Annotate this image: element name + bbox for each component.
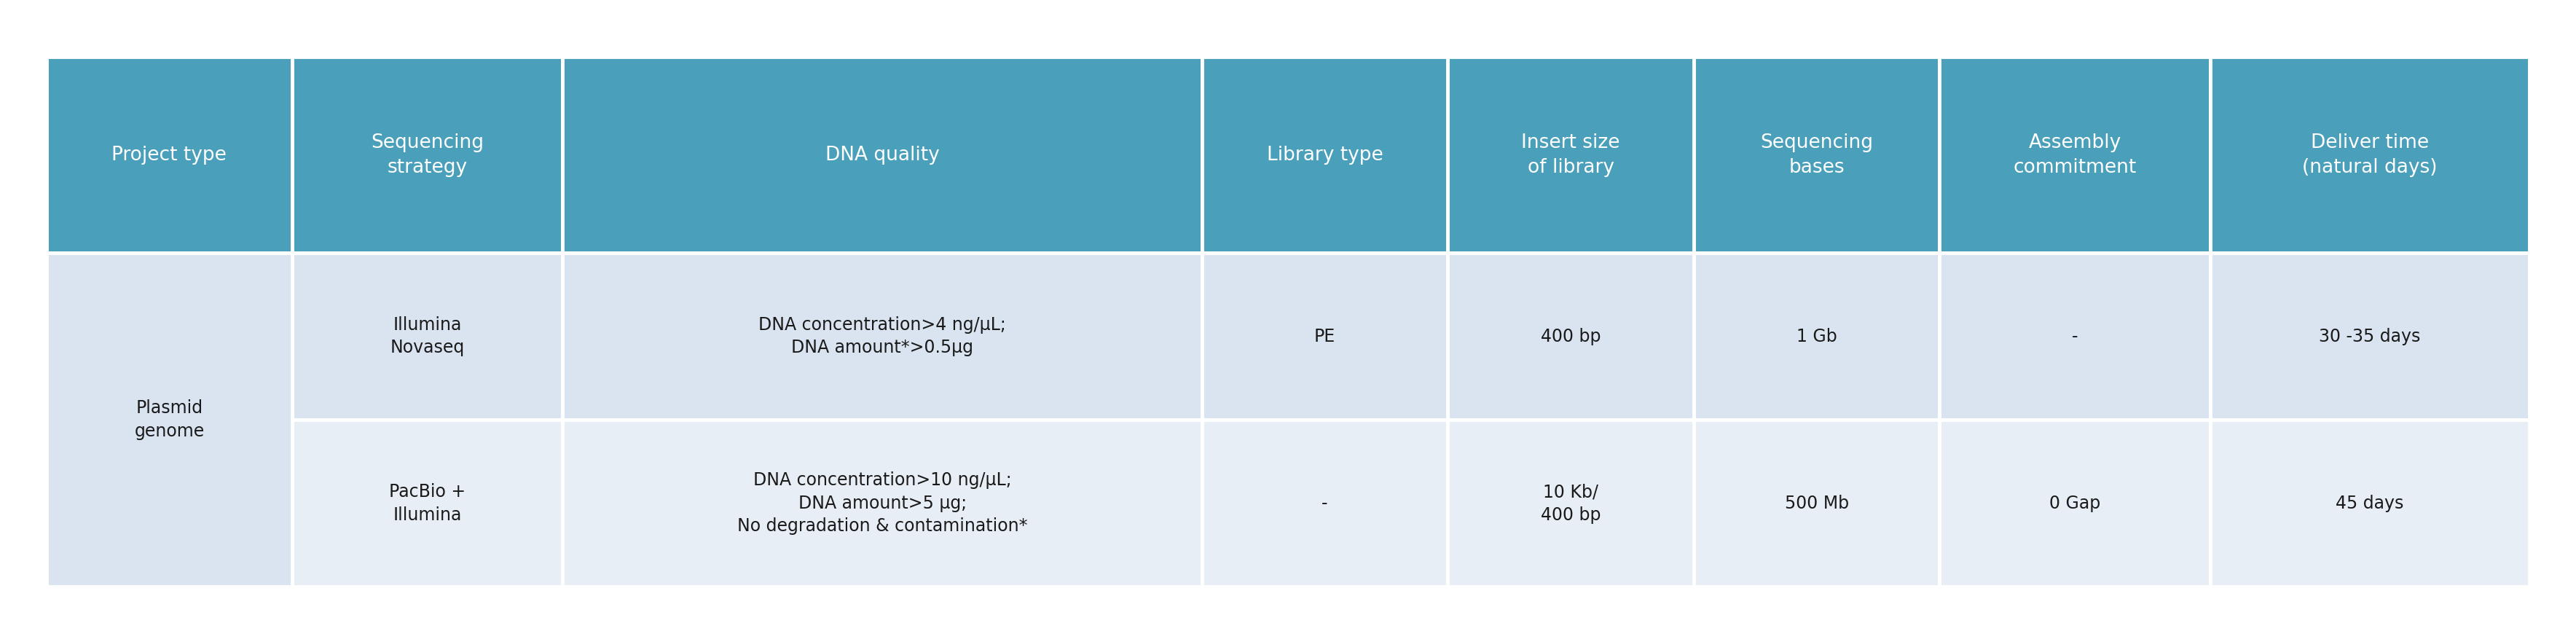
Bar bbox=[46, 253, 291, 587]
Bar bbox=[291, 57, 562, 253]
Text: Plasmid
genome: Plasmid genome bbox=[134, 399, 204, 440]
Bar bbox=[46, 57, 291, 253]
Text: Illumina
Novaseq: Illumina Novaseq bbox=[389, 316, 464, 357]
Text: -: - bbox=[2071, 327, 2079, 345]
Bar bbox=[1692, 253, 1940, 420]
Bar bbox=[562, 57, 1203, 253]
Text: Project type: Project type bbox=[111, 145, 227, 164]
Text: -: - bbox=[1321, 495, 1329, 512]
Bar bbox=[562, 420, 1203, 587]
Text: PE: PE bbox=[1314, 327, 1334, 345]
Bar bbox=[1203, 253, 1448, 420]
Bar bbox=[1692, 420, 1940, 587]
Bar bbox=[1448, 253, 1692, 420]
Text: 500 Mb: 500 Mb bbox=[1785, 495, 1850, 512]
Text: PacBio +
Illumina: PacBio + Illumina bbox=[389, 483, 466, 524]
Text: 1 Gb: 1 Gb bbox=[1795, 327, 1837, 345]
Text: 45 days: 45 days bbox=[2336, 495, 2403, 512]
Text: Deliver time
(natural days): Deliver time (natural days) bbox=[2303, 133, 2437, 177]
Bar bbox=[562, 253, 1203, 420]
Bar bbox=[1940, 420, 2210, 587]
Bar bbox=[1203, 57, 1448, 253]
Text: Sequencing
strategy: Sequencing strategy bbox=[371, 133, 484, 177]
Text: DNA quality: DNA quality bbox=[824, 145, 940, 164]
Text: 400 bp: 400 bp bbox=[1540, 327, 1600, 345]
Bar bbox=[1940, 253, 2210, 420]
Text: DNA concentration>10 ng/μL;
DNA amount>5 μg;
No degradation & contamination*: DNA concentration>10 ng/μL; DNA amount>5… bbox=[737, 471, 1028, 535]
Bar bbox=[1203, 420, 1448, 587]
Text: Assembly
commitment: Assembly commitment bbox=[2012, 133, 2136, 177]
Bar bbox=[291, 420, 562, 587]
Text: 30 -35 days: 30 -35 days bbox=[2318, 327, 2421, 345]
Bar bbox=[1940, 57, 2210, 253]
Bar bbox=[291, 253, 562, 420]
Text: Insert size
of library: Insert size of library bbox=[1522, 133, 1620, 177]
Text: Sequencing
bases: Sequencing bases bbox=[1759, 133, 1873, 177]
Text: Library type: Library type bbox=[1267, 145, 1383, 164]
Text: DNA concentration>4 ng/μL;
DNA amount*>0.5μg: DNA concentration>4 ng/μL; DNA amount*>0… bbox=[757, 316, 1007, 357]
Text: 10 Kb/
400 bp: 10 Kb/ 400 bp bbox=[1540, 483, 1600, 524]
Bar bbox=[1448, 57, 1692, 253]
Bar bbox=[2210, 253, 2530, 420]
Bar bbox=[2210, 420, 2530, 587]
Text: 0 Gap: 0 Gap bbox=[2048, 495, 2099, 512]
Bar bbox=[2210, 57, 2530, 253]
Bar bbox=[1448, 420, 1692, 587]
Bar bbox=[1692, 57, 1940, 253]
